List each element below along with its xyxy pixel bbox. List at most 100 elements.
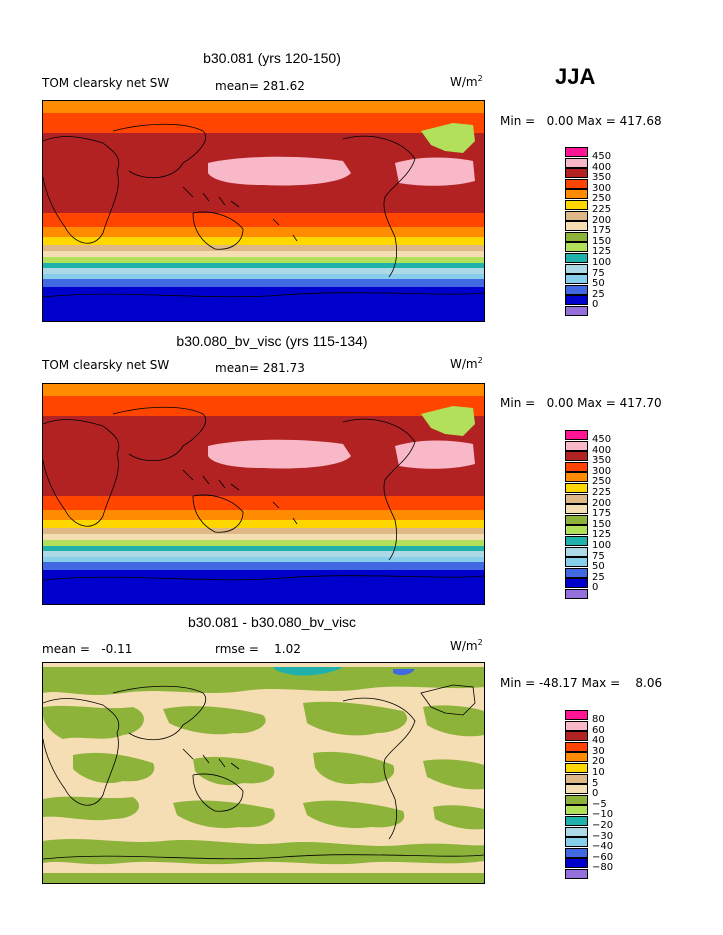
units-text: W/m — [450, 75, 478, 89]
units-exponent: 2 — [477, 638, 483, 647]
colorbar-tick-label: 100 — [592, 540, 612, 551]
colorbar-tick-label: 300 — [592, 182, 612, 194]
colorbar-swatch — [565, 720, 588, 731]
panel-3-mean-label: mean = -0.11 — [42, 642, 133, 656]
colorbar-swatch — [565, 546, 588, 557]
panel-2-mean-label: mean= 281.73 — [215, 361, 305, 375]
panel-1-minmax: Min = 0.00 Max = 417.68 — [500, 114, 662, 128]
colorbar-tick-label: −5 — [592, 798, 607, 810]
colorbar-tick-label: 50 — [592, 561, 605, 573]
colorbar-tick-label: 200 — [592, 214, 612, 226]
colorbar-tick-label: 60 — [592, 724, 605, 736]
units-exponent: 2 — [477, 74, 483, 83]
panel-1-colorbar: 450 400 350 300 250 225 200 175 150 125 100 75 50 25 0 — [565, 147, 625, 317]
colorbar-tick-label: 450 — [592, 434, 612, 445]
colorbar-swatch — [565, 837, 588, 848]
colorbar-tick-label: 50 — [592, 278, 605, 290]
colorbar-swatch — [565, 221, 588, 232]
colorbar-tick-label: 125 — [592, 529, 612, 541]
colorbar-tick-label: −10 — [592, 809, 614, 821]
colorbar-tick-label: −60 — [592, 851, 614, 863]
colorbar-swatch — [565, 178, 588, 189]
colorbar-swatch — [565, 567, 588, 578]
colorbar-tick-label: 400 — [592, 444, 612, 456]
colorbar-swatch — [565, 493, 588, 504]
colorbar-swatch — [565, 731, 588, 742]
colorbar-tick-label: 30 — [592, 745, 605, 757]
colorbar-tick-label: 75 — [592, 267, 605, 279]
units-text: W/m — [450, 639, 478, 653]
units-exponent: 2 — [477, 356, 483, 365]
panel-3-colorbar: 80 60 40 30 20 10 5 0 −5 −10 −20 −30 −40 −60 −80 — [565, 710, 625, 880]
panel-2-minmax: Min = 0.00 Max = 417.70 — [500, 396, 662, 410]
panel-3-title: b30.081 - b30.080_bv_visc — [187, 614, 357, 630]
colorbar-swatch — [565, 514, 588, 525]
panel-2-variable-label: TOM clearsky net SW — [42, 358, 170, 372]
panel-1-mean-label: mean= 281.62 — [215, 79, 305, 93]
colorbar-tick-label: 5 — [592, 777, 599, 789]
colorbar-swatch — [565, 284, 588, 295]
panel-3-rmse-label: rmse = 1.02 — [215, 642, 301, 656]
colorbar-swatch — [565, 295, 588, 306]
colorbar-swatch — [565, 752, 588, 763]
panel-3-units: W/m2 — [450, 638, 483, 653]
colorbar-swatch — [565, 536, 588, 546]
colorbar-tick-label: 0 — [592, 582, 599, 594]
colorbar-tick-label: 0 — [592, 788, 599, 800]
colorbar-swatch — [565, 826, 588, 837]
colorbar-swatch — [565, 525, 588, 536]
colorbar-tick-label: 80 — [592, 714, 605, 725]
colorbar-tick-label: 225 — [592, 487, 612, 498]
colorbar-swatch — [565, 710, 588, 720]
colorbar-swatch — [565, 253, 588, 263]
colorbar-swatch — [565, 504, 588, 515]
colorbar-tick-label: −20 — [592, 820, 614, 831]
panel-2-title: b30.080_bv_visc (yrs 115-134) — [176, 333, 368, 349]
panel-2-map-svg — [43, 384, 484, 604]
colorbar-swatch — [565, 157, 588, 168]
colorbar-tick-label: 150 — [592, 518, 612, 530]
colorbar-swatch — [565, 869, 588, 879]
colorbar-tick-label: 225 — [592, 204, 612, 215]
colorbar-swatch — [565, 784, 588, 795]
colorbar-tick-label: 25 — [592, 571, 605, 583]
colorbar-tick-label: 250 — [592, 193, 612, 205]
colorbar-swatch — [565, 794, 588, 805]
panel-2-colorbar: 450 400 350 300 250 225 200 175 150 125 100 75 50 25 0 — [565, 430, 625, 600]
colorbar-tick-label: 350 — [592, 455, 612, 467]
colorbar-swatch — [565, 440, 588, 451]
colorbar-tick-label: 150 — [592, 235, 612, 247]
colorbar-tick-label: 450 — [592, 151, 612, 162]
colorbar-swatch — [565, 263, 588, 274]
colorbar-swatch — [565, 557, 588, 568]
colorbar-tick-label: −40 — [592, 841, 614, 853]
panel-2-units: W/m2 — [450, 356, 483, 371]
colorbar-tick-label: 0 — [592, 299, 599, 311]
colorbar-tick-label: −80 — [592, 862, 614, 874]
colorbar-tick-label: 25 — [592, 288, 605, 300]
colorbar-swatch — [565, 200, 588, 210]
colorbar-swatch — [565, 461, 588, 472]
panel-1-map — [42, 100, 485, 322]
colorbar-swatch — [565, 451, 588, 462]
colorbar-tick-label: 300 — [592, 465, 612, 477]
panel-2-map — [42, 383, 485, 605]
colorbar-swatch — [565, 483, 588, 493]
panel-1-variable-label: TOM clearsky net SW — [42, 76, 170, 90]
colorbar-swatch — [565, 210, 588, 221]
colorbar-tick-label: 350 — [592, 172, 612, 184]
colorbar-swatch — [565, 472, 588, 483]
colorbar-tick-label: 20 — [592, 756, 605, 768]
colorbar-tick-label: 75 — [592, 550, 605, 562]
colorbar-swatch — [565, 816, 588, 826]
colorbar-swatch — [565, 773, 588, 784]
colorbar-swatch — [565, 578, 588, 589]
colorbar-swatch — [565, 763, 588, 773]
panel-1-title: b30.081 (yrs 120-150) — [203, 50, 341, 66]
colorbar-tick-label: 175 — [592, 508, 612, 520]
colorbar-swatch — [565, 847, 588, 858]
colorbar-swatch — [565, 805, 588, 816]
units-text: W/m — [450, 357, 478, 371]
panel-1-map-svg — [43, 101, 484, 321]
colorbar-tick-label: 100 — [592, 257, 612, 268]
